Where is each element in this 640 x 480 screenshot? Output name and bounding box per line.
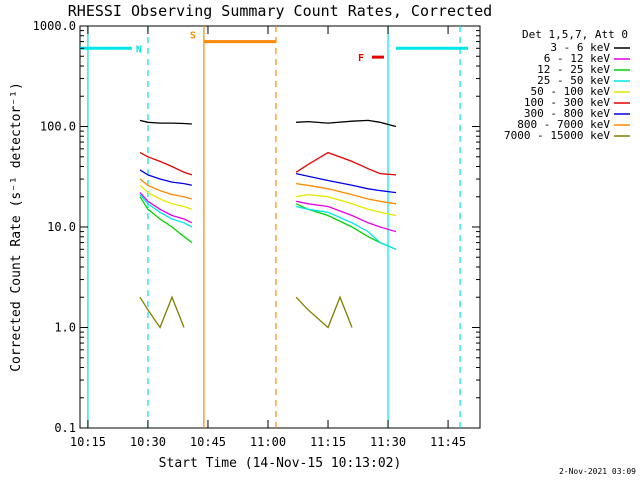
footer-timestamp: 2-Nov-2021 03:09: [559, 467, 636, 476]
series-line: [139, 295, 185, 329]
series-line: [295, 200, 397, 233]
plot-content: N S F: [80, 26, 468, 428]
series-line: [139, 194, 193, 228]
y-axis-label: Corrected Count Rate (s⁻¹ detector⁻¹): [9, 82, 24, 372]
y-tick-label: 0.1: [54, 421, 76, 435]
legend-label: 100 - 300 keV: [524, 96, 610, 109]
series-line: [295, 295, 353, 329]
legend-label: 7000 - 15000 keV: [504, 129, 610, 142]
series-line: [295, 205, 397, 250]
legend-header: Det 1,5,7, Att 0: [522, 28, 628, 41]
x-tick-label: 11:00: [250, 435, 286, 449]
x-tick-label: 11:45: [430, 435, 466, 449]
x-tick-label: 10:15: [70, 435, 106, 449]
y-tick-label: 100.0: [40, 120, 76, 134]
series-line: [295, 172, 397, 194]
legend-label: 300 - 800 keV: [524, 107, 610, 120]
x-tick-label: 11:15: [310, 435, 346, 449]
series-line: [139, 152, 193, 176]
y-tick-label: 10.0: [47, 220, 76, 234]
legend-label: 50 - 100 keV: [531, 85, 611, 98]
series-line: [139, 184, 193, 210]
series-line: [139, 196, 193, 244]
series-line: [139, 169, 193, 186]
series-line: [295, 151, 397, 176]
series-line: [296, 182, 397, 205]
legend-label: 25 - 50 keV: [537, 74, 610, 87]
chart-title: RHESSI Observing Summary Count Rates, Co…: [68, 2, 492, 20]
legend-label: 6 - 12 keV: [544, 52, 611, 65]
legend-label: 800 - 7000 keV: [517, 118, 610, 131]
axes-content: 0.1 1.0 10.0 100.0 1000.0 10:15 10:30 10:45 11:0…: [33, 19, 480, 449]
legend-label: 3 - 6 keV: [550, 41, 610, 54]
series-line: [296, 119, 397, 128]
x-tick-label: 10:30: [130, 435, 166, 449]
y-tick-label: 1000.0: [33, 19, 76, 33]
flag-label: F: [358, 53, 364, 64]
legend-label: 12 - 25 keV: [537, 63, 610, 76]
plot-frame: [79, 25, 481, 429]
y-tick-label: 1.0: [54, 321, 76, 335]
flag-label: S: [190, 31, 196, 42]
series-line: [139, 119, 192, 125]
flag-label: N: [136, 44, 142, 55]
series-line: [139, 192, 193, 224]
series-line: [295, 193, 397, 217]
x-axis-label: Start Time (14-Nov-15 10:13:02): [159, 456, 402, 471]
series-line: [139, 178, 193, 200]
x-tick-label: 11:30: [370, 435, 406, 449]
x-tick-label: 10:45: [190, 435, 226, 449]
